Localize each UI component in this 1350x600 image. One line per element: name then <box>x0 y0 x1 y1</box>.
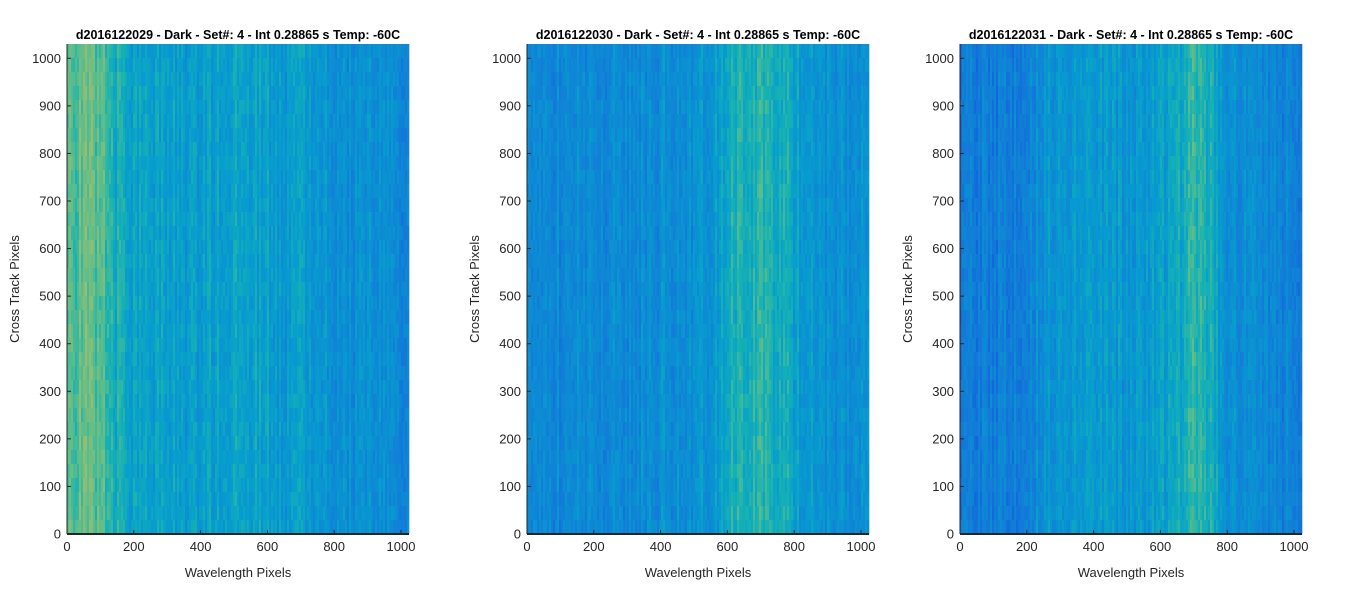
x-tick-label: 200 <box>123 539 145 554</box>
x-tick-label: 200 <box>583 539 605 554</box>
y-tick-label: 100 <box>39 479 61 494</box>
y-tick-label: 500 <box>932 289 954 304</box>
chart-title: d2016122031 - Dark - Set#: 4 - Int 0.288… <box>969 28 1293 42</box>
y-tick-label: 0 <box>54 527 61 542</box>
y-tick-label: 800 <box>932 146 954 161</box>
y-tick-label: 900 <box>499 98 521 113</box>
y-tick-label: 800 <box>499 146 521 161</box>
chart-title: d2016122030 - Dark - Set#: 4 - Int 0.288… <box>536 28 860 42</box>
x-tick-label: 800 <box>1216 539 1238 554</box>
y-tick-label: 200 <box>932 431 954 446</box>
x-tick-label: 1000 <box>847 539 876 554</box>
x-axis-label: Wavelength Pixels <box>645 565 752 580</box>
y-tick-label: 0 <box>947 527 954 542</box>
y-axis-label: Cross Track Pixels <box>467 235 482 343</box>
y-tick-label: 700 <box>39 193 61 208</box>
x-tick-label: 400 <box>1083 539 1105 554</box>
x-axis-label: Wavelength Pixels <box>185 565 292 580</box>
x-tick-label: 0 <box>523 539 530 554</box>
y-tick-label: 300 <box>499 384 521 399</box>
chart-panel-1: 0 200 400 600 800 1000 0 100 200 300 400 500 600 700 8… <box>0 0 449 600</box>
y-axis-label: Cross Track Pixels <box>7 235 22 343</box>
x-tick-label: 400 <box>650 539 672 554</box>
y-tick-label: 700 <box>932 193 954 208</box>
chart-svg-2: 0 200 400 600 800 1000 0 100 200 300 400 500 600 700 8… <box>467 28 876 580</box>
y-tick-label: 400 <box>499 336 521 351</box>
y-tick-label: 400 <box>932 336 954 351</box>
x-tick-label: 1000 <box>387 539 416 554</box>
y-tick-label: 900 <box>39 98 61 113</box>
y-tick-label: 700 <box>499 193 521 208</box>
y-tick-label: 600 <box>499 241 521 256</box>
y-tick-label: 200 <box>39 431 61 446</box>
x-tick-label: 200 <box>1016 539 1038 554</box>
heatmap-image <box>960 44 1303 535</box>
y-tick-label: 1000 <box>492 51 521 66</box>
x-tick-label: 0 <box>63 539 70 554</box>
chart-panel-2: 0 200 400 600 800 1000 0 100 200 300 400 500 600 700 8… <box>460 0 909 600</box>
x-tick-label: 600 <box>257 539 279 554</box>
y-tick-label: 100 <box>499 479 521 494</box>
x-tick-label: 0 <box>956 539 963 554</box>
y-tick-label: 300 <box>932 384 954 399</box>
y-tick-label: 800 <box>39 146 61 161</box>
y-tick-label: 200 <box>499 431 521 446</box>
y-tick-label: 300 <box>39 384 61 399</box>
y-tick-label: 500 <box>39 289 61 304</box>
chart-svg-3: 0 200 400 600 800 1000 0 100 200 300 400 500 600 700 8… <box>900 28 1309 580</box>
heatmap-image <box>527 44 870 535</box>
y-tick-label: 1000 <box>32 51 61 66</box>
chart-panel-3: 0 200 400 600 800 1000 0 100 200 300 400 500 600 700 8… <box>893 0 1342 600</box>
chart-svg-1: 0 200 400 600 800 1000 0 100 200 300 400 500 600 700 8… <box>7 28 416 580</box>
y-tick-label: 0 <box>514 527 521 542</box>
x-tick-label: 400 <box>190 539 212 554</box>
y-tick-label: 600 <box>39 241 61 256</box>
y-tick-label: 1000 <box>925 51 954 66</box>
x-tick-label: 600 <box>717 539 739 554</box>
x-tick-label: 800 <box>783 539 805 554</box>
y-tick-label: 500 <box>499 289 521 304</box>
y-tick-label: 600 <box>932 241 954 256</box>
heatmap-image <box>67 44 410 535</box>
x-axis-label: Wavelength Pixels <box>1078 565 1185 580</box>
chart-title: d2016122029 - Dark - Set#: 4 - Int 0.288… <box>76 28 400 42</box>
y-tick-label: 400 <box>39 336 61 351</box>
y-tick-label: 100 <box>932 479 954 494</box>
x-tick-label: 1000 <box>1280 539 1309 554</box>
x-tick-label: 600 <box>1150 539 1172 554</box>
y-axis-label: Cross Track Pixels <box>900 235 915 343</box>
y-tick-label: 900 <box>932 98 954 113</box>
x-tick-label: 800 <box>323 539 345 554</box>
